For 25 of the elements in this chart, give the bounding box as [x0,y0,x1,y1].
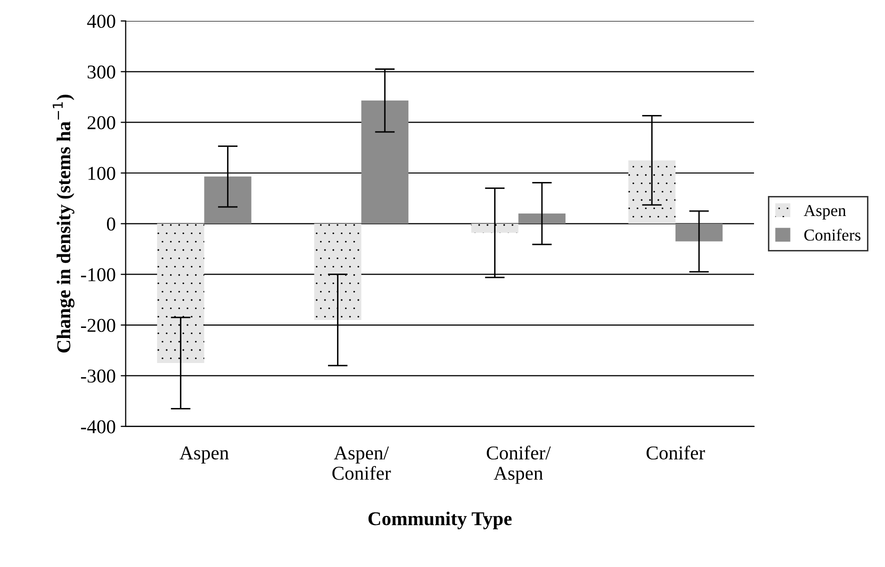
bar [204,176,252,224]
legend-label: Aspen [804,204,846,220]
x-tick-label: Aspen [180,446,229,464]
bar [361,100,408,224]
y-axis-title: Change in density (stems ha$^{−1}$) [52,94,74,353]
y-tick-label: 100 [88,166,116,180]
y-tick-label: -400 [81,420,116,434]
y-tick-label: 300 [88,65,116,79]
x-tick-label: Aspen/ Conifer [332,446,391,480]
bar [157,224,204,364]
x-tick-label: Conifer [646,446,706,460]
y-tick-label: -200 [81,318,116,332]
bar [675,224,723,242]
y-tick-label: -300 [81,370,116,383]
y-tick-label: 400 [87,14,116,28]
bar [314,224,362,320]
bar [628,160,676,224]
legend-label: Conifers [804,228,860,241]
bar [518,214,566,224]
y-tick-label: -100 [81,268,116,282]
x-tick-label: Conifer/ Aspen [486,446,551,484]
y-tick-label: 0 [106,217,116,231]
bar [471,224,518,233]
x-axis-title: Community Type [368,512,512,530]
y-tick-label: 200 [88,116,116,130]
